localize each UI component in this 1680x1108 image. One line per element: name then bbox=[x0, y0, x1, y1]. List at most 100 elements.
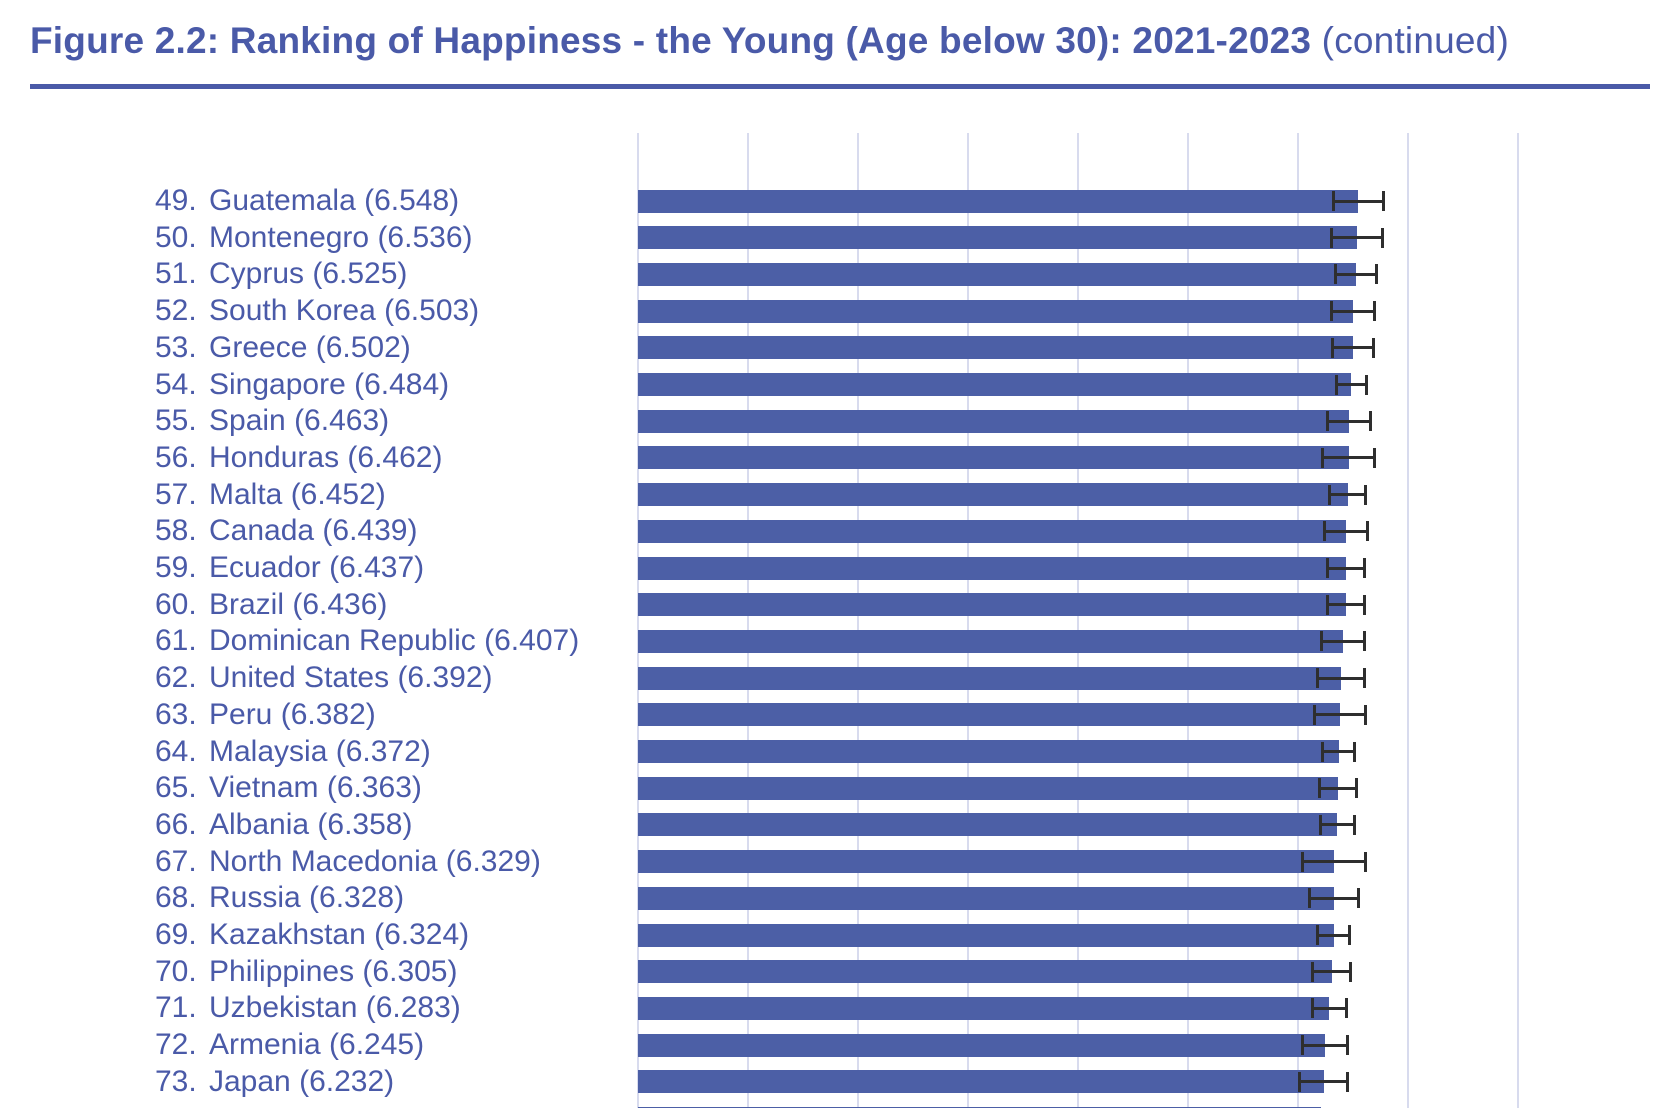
rank-number: 52. bbox=[155, 294, 197, 328]
figure-title-continued: (continued) bbox=[1311, 20, 1509, 61]
error-bar-line bbox=[1327, 566, 1365, 570]
error-bar-cap-right bbox=[1348, 925, 1352, 945]
country-label: 69. Kazakhstan (6.324) bbox=[155, 920, 469, 950]
error-bar-line bbox=[1330, 236, 1384, 240]
error-bar-cap-left bbox=[1301, 851, 1305, 872]
error-bar-cap-right bbox=[1364, 484, 1368, 505]
error-bar-line bbox=[1302, 860, 1367, 864]
happiness-bar bbox=[638, 1033, 1325, 1057]
happiness-bar bbox=[638, 409, 1349, 433]
country-label: 62. United States (6.392) bbox=[155, 663, 493, 693]
error-bar-cap-right bbox=[1362, 558, 1366, 578]
country-name-and-score: South Korea (6.503) bbox=[209, 294, 480, 328]
x-gridline bbox=[1517, 133, 1519, 1108]
error-bar-line bbox=[1322, 750, 1356, 753]
error-bar-cap-left bbox=[1298, 1071, 1302, 1092]
country-name-and-score: Honduras (6.462) bbox=[209, 440, 443, 474]
country-label: 52. South Korea (6.503) bbox=[155, 296, 479, 326]
happiness-bar bbox=[638, 189, 1359, 213]
country-label: 64. Malaysia (6.372) bbox=[155, 736, 431, 767]
error-bar-cap-left bbox=[1310, 961, 1314, 982]
country-name-and-score: Canada (6.439) bbox=[209, 514, 418, 548]
error-bar-line bbox=[1308, 896, 1360, 900]
country-name-and-score: Japan (6.232) bbox=[209, 1064, 395, 1098]
error-bar-cap-right bbox=[1364, 851, 1368, 872]
country-label: 58. Canada (6.439) bbox=[155, 516, 417, 546]
rank-number: 65. bbox=[155, 771, 197, 805]
happiness-bar bbox=[638, 556, 1347, 580]
rank-number: 72. bbox=[155, 1028, 197, 1062]
country-label: 61. Dominican Republic (6.407) bbox=[155, 626, 579, 656]
country-label: 49. Guatemala (6.548) bbox=[155, 186, 459, 216]
happiness-bar bbox=[638, 593, 1346, 617]
error-bar-cap-right bbox=[1349, 961, 1353, 982]
error-bar-cap-left bbox=[1318, 778, 1322, 799]
country-label: 65. Vietnam (6.363) bbox=[155, 773, 422, 803]
x-gridline bbox=[967, 133, 969, 1108]
country-label: 70. Philippines (6.305) bbox=[155, 956, 457, 987]
rank-number: 59. bbox=[155, 551, 197, 584]
error-bar-cap-right bbox=[1373, 301, 1377, 322]
error-bar-line bbox=[1316, 676, 1366, 680]
error-bar-line bbox=[1324, 529, 1369, 533]
happiness-bar bbox=[638, 923, 1334, 947]
error-bar-line bbox=[1322, 456, 1376, 460]
happiness-bar bbox=[638, 740, 1339, 763]
error-bar-line bbox=[1332, 199, 1384, 203]
x-gridline bbox=[1187, 133, 1189, 1108]
error-bar-cap-right bbox=[1346, 1035, 1350, 1056]
country-label: 60. Brazil (6.436) bbox=[155, 589, 387, 620]
error-bar-line bbox=[1317, 933, 1351, 937]
error-bar-line bbox=[1311, 970, 1352, 974]
error-bar-cap-left bbox=[1329, 227, 1333, 248]
country-name-and-score: Singapore (6.484) bbox=[209, 367, 450, 401]
happiness-bar bbox=[638, 519, 1347, 543]
happiness-bar bbox=[638, 850, 1335, 874]
rank-number: 73. bbox=[155, 1064, 197, 1098]
happiness-bar bbox=[638, 886, 1335, 910]
error-bar-line bbox=[1301, 1043, 1349, 1047]
x-gridline bbox=[637, 133, 639, 1108]
error-bar-line bbox=[1313, 713, 1367, 717]
country-name-and-score: Armenia (6.245) bbox=[209, 1028, 425, 1062]
country-label: 67. North Macedonia (6.329) bbox=[155, 846, 541, 877]
happiness-bar bbox=[638, 336, 1354, 360]
error-bar-cap-left bbox=[1333, 264, 1337, 285]
country-name-and-score: Guatemala (6.548) bbox=[209, 184, 460, 217]
error-bar-cap-left bbox=[1326, 558, 1330, 578]
happiness-bar bbox=[638, 666, 1342, 690]
happiness-bar bbox=[638, 262, 1356, 286]
title-underline bbox=[30, 84, 1650, 89]
error-bar-cap-right bbox=[1362, 594, 1366, 615]
error-bar-cap-right bbox=[1364, 374, 1368, 395]
error-bar-line bbox=[1335, 383, 1367, 386]
country-label: 71. Uzbekistan (6.283) bbox=[155, 993, 461, 1023]
error-bar-cap-right bbox=[1364, 704, 1368, 725]
rank-number: 61. bbox=[155, 624, 197, 658]
error-bar-cap-right bbox=[1374, 264, 1378, 285]
error-bar-cap-left bbox=[1300, 1035, 1304, 1056]
country-label: 73. Japan (6.232) bbox=[155, 1064, 395, 1098]
country-name-and-score: Greece (6.502) bbox=[209, 330, 411, 364]
country-label: 54. Singapore (6.484) bbox=[155, 367, 450, 401]
happiness-bar bbox=[638, 226, 1357, 250]
country-name-and-score: Uzbekistan (6.283) bbox=[209, 991, 461, 1025]
rank-number: 63. bbox=[155, 697, 197, 731]
country-name-and-score: Malta (6.452) bbox=[209, 477, 386, 511]
error-bar-cap-left bbox=[1319, 631, 1323, 652]
rank-number: 51. bbox=[155, 257, 197, 291]
happiness-bar bbox=[638, 813, 1338, 837]
figure-title: Figure 2.2: Ranking of Happiness - the Y… bbox=[30, 20, 1509, 62]
error-bar-line bbox=[1326, 419, 1371, 423]
country-label: 59. Ecuador (6.437) bbox=[155, 553, 424, 583]
error-bar-cap-right bbox=[1368, 411, 1372, 432]
error-bar-cap-right bbox=[1345, 1071, 1349, 1092]
rank-number: 54. bbox=[155, 367, 197, 401]
happiness-bar bbox=[638, 960, 1332, 984]
error-bar-cap-left bbox=[1310, 998, 1314, 1019]
error-bar-cap-left bbox=[1312, 704, 1316, 725]
rank-number: 57. bbox=[155, 477, 197, 511]
error-bar-cap-right bbox=[1366, 521, 1370, 542]
error-bar-line bbox=[1332, 346, 1375, 350]
